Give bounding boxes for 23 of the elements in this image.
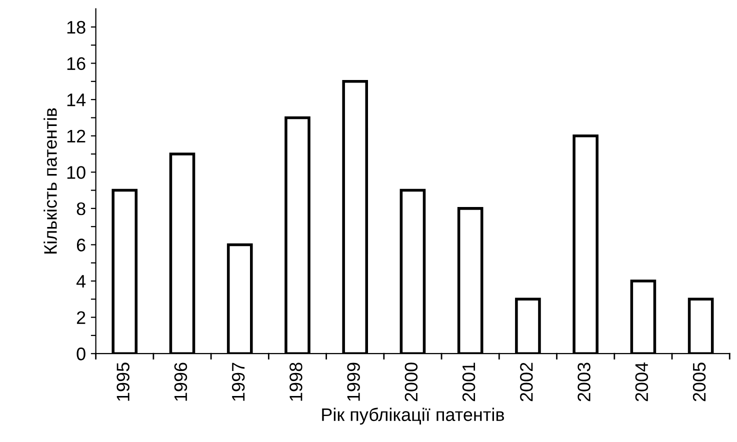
y-tick-label: 16 — [67, 57, 86, 70]
x-tick-label: 2002 — [520, 362, 533, 402]
y-tick-label: 2 — [76, 311, 86, 324]
x-tick-label: 2001 — [462, 362, 476, 402]
y-tick-label: 10 — [67, 166, 86, 179]
x-tick-label: 2000 — [404, 362, 418, 402]
x-tick-label: 1998 — [290, 362, 302, 401]
x-axis-title: Рік публікації патентів — [322, 408, 504, 425]
x-tick-label: 2004 — [635, 362, 648, 402]
y-tick-label: 8 — [76, 202, 86, 216]
y-axis-title: Кількість патентів — [44, 108, 57, 254]
x-tick-label: 1996 — [174, 362, 188, 401]
x-tick-label: 1995 — [116, 362, 130, 401]
y-tick-label: 12 — [67, 130, 86, 142]
x-tick-label: 2003 — [578, 362, 590, 402]
x-tick-label: 1999 — [347, 362, 360, 401]
x-tick-label: 2005 — [692, 362, 706, 402]
y-tick-label: 4 — [76, 275, 86, 288]
y-tick-label: 14 — [67, 94, 86, 106]
y-tick-label: 18 — [67, 20, 86, 34]
y-tick-label: 6 — [76, 238, 86, 252]
x-tick-label: 1997 — [232, 362, 245, 401]
y-tick-label: 0 — [76, 348, 86, 360]
